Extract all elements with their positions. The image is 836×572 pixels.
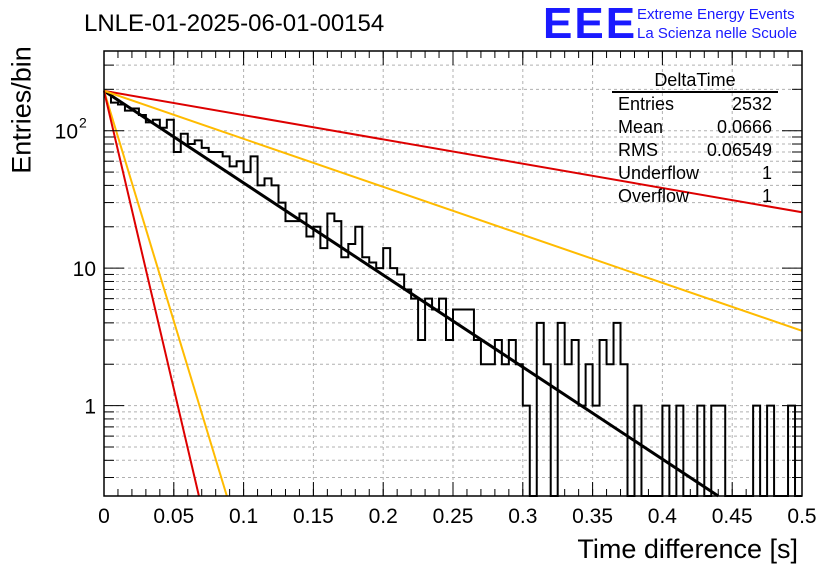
fit-line-4 xyxy=(103,90,200,497)
x-tick-label: 0.5 xyxy=(787,505,816,528)
stats-value: 2532 xyxy=(731,94,772,114)
fit-line-3 xyxy=(103,90,228,497)
x-tick-label: 0.15 xyxy=(293,505,334,528)
chart-title: LNLE-01-2025-06-01-00154 xyxy=(84,10,385,37)
x-tick-label: 0.3 xyxy=(508,505,537,528)
x-tick-label: 0.35 xyxy=(572,505,613,528)
eee-logo: EEE xyxy=(543,0,638,48)
x-tick-label: 0.25 xyxy=(433,505,474,528)
stats-box: DeltaTime Entries 2532 Mean 0.0666 RMS 0… xyxy=(612,70,778,208)
y-tick-label: 10 xyxy=(55,121,78,144)
x-tick-label: 0.45 xyxy=(712,505,753,528)
fit-line-0 xyxy=(103,89,720,498)
stats-value: 0.0666 xyxy=(716,117,772,137)
y-tick-label: 10 xyxy=(73,258,96,281)
stats-row-overflow: Overflow 1 xyxy=(612,185,778,208)
stats-value: 1 xyxy=(761,186,772,206)
x-axis-label: Time difference [s] xyxy=(577,534,798,564)
stats-value: 1 xyxy=(761,163,772,183)
fit-line-2 xyxy=(103,89,803,332)
fit-line-1 xyxy=(103,89,803,214)
stats-row-mean: Mean 0.0666 xyxy=(612,116,778,139)
x-tick-label: 0 xyxy=(98,505,110,528)
stats-label: Underflow xyxy=(618,163,700,183)
stats-row-underflow: Underflow 1 xyxy=(612,162,778,185)
logo-line-2: La Scienza nelle Scuole xyxy=(637,25,798,42)
stats-value: 0.06549 xyxy=(706,140,772,160)
x-tick-label: 0.1 xyxy=(229,505,258,528)
x-tick-label: 0.2 xyxy=(369,505,398,528)
y-axis-label: Entries/bin xyxy=(6,46,37,174)
stats-label: RMS xyxy=(618,140,658,160)
x-tick-label: 0.05 xyxy=(153,505,194,528)
stats-label: Entries xyxy=(618,94,675,114)
stats-title: DeltaTime xyxy=(612,70,778,93)
eee-logo-text: Extreme Energy Events La Scienza nelle S… xyxy=(637,5,797,43)
y-tick-label-exponent: 2 xyxy=(79,115,87,131)
y-tick-label: 1 xyxy=(84,396,96,419)
logo-line-1: Extreme Energy Events xyxy=(637,6,795,23)
stats-label: Mean xyxy=(618,117,664,137)
x-tick-label: 0.4 xyxy=(648,505,678,528)
stats-row-rms: RMS 0.06549 xyxy=(612,139,778,162)
stats-row-entries: Entries 2532 xyxy=(612,93,778,116)
stats-label: Overflow xyxy=(618,186,690,206)
